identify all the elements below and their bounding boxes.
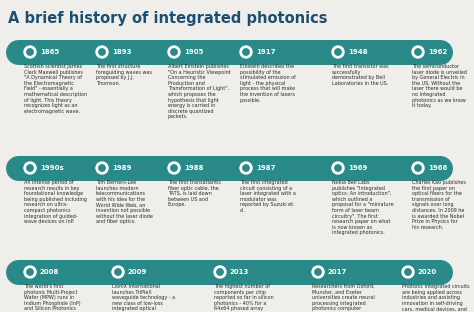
Circle shape [214,266,226,278]
Circle shape [240,46,252,58]
Text: 1948: 1948 [348,49,368,55]
Text: 1893: 1893 [112,49,131,55]
Circle shape [329,43,346,61]
Circle shape [21,43,38,61]
Text: 2017: 2017 [328,269,347,275]
Text: The first transistor was
successfully
demonstrated by Bell
Laboratories in the U: The first transistor was successfully de… [332,64,389,86]
Text: Nokia Bell Labs
publishes "Integrated
optics: An introduction",
which outlined a: Nokia Bell Labs publishes "Integrated op… [332,180,393,235]
Text: 1990s: 1990s [40,165,64,171]
Circle shape [315,269,321,275]
Circle shape [237,159,255,177]
Text: 1962: 1962 [428,49,447,55]
Circle shape [410,159,427,177]
Circle shape [24,46,36,58]
Text: The first structure
foreguiding waves was
proposed by J.J.
Thomson.: The first structure foreguiding waves wa… [96,64,152,86]
Text: Albert Einstein publishes
"On a Heuristic Viewpoint
Concerning the
Production an: Albert Einstein publishes "On a Heuristi… [168,64,231,119]
Text: 1917: 1917 [256,49,275,55]
Text: 2008: 2008 [40,269,59,275]
Text: 1969: 1969 [348,165,367,171]
Circle shape [27,269,33,275]
Text: LioniX International
launches TriPleX
waveguide technology - a
new class of low-: LioniX International launches TriPleX wa… [112,284,175,312]
Circle shape [400,264,417,280]
Text: 1989: 1989 [112,165,131,171]
Text: 2009: 2009 [128,269,147,275]
Text: The first integrated
circuit consisting of a
laser integrated with a
modulator w: The first integrated circuit consisting … [240,180,296,213]
Circle shape [115,269,121,275]
Circle shape [165,43,182,61]
Text: The first transatlantic
fiber optic cable, the
TATS, is laid down
between US and: The first transatlantic fiber optic cabl… [168,180,221,207]
Circle shape [217,269,223,275]
Circle shape [99,165,105,171]
Circle shape [24,162,36,174]
Text: 1966: 1966 [428,165,447,171]
Circle shape [27,165,33,171]
Circle shape [93,159,110,177]
Circle shape [243,49,249,55]
Circle shape [237,43,255,61]
Text: 1988: 1988 [184,165,203,171]
Text: Charles Kao publishes
the first paper on
optical fibers for the
transmission of
: Charles Kao publishes the first paper on… [412,180,466,230]
Circle shape [24,266,36,278]
Circle shape [243,165,249,171]
Text: Photonic integrated circuits
are being applied across
industries and assisting
i: Photonic integrated circuits are being a… [402,284,470,312]
Circle shape [93,43,110,61]
Text: An intense period of
research results in key
foundational knowledge
being publis: An intense period of research results in… [24,180,87,224]
Text: Scottish scientist James
Clerk Maxwell publishes
"A Dynamical Theory of
the Elec: Scottish scientist James Clerk Maxwell p… [24,64,87,114]
Circle shape [168,46,180,58]
Circle shape [402,266,414,278]
Circle shape [99,49,105,55]
Text: Einstein describes the
possibility of the
stimulated emission of
light - the phy: Einstein describes the possibility of th… [240,64,296,103]
Circle shape [211,264,228,280]
Circle shape [332,46,344,58]
Circle shape [410,43,427,61]
Circle shape [109,264,127,280]
Circle shape [171,49,177,55]
Circle shape [96,162,108,174]
Circle shape [21,159,38,177]
Text: 2013: 2013 [230,269,249,275]
Circle shape [415,49,421,55]
Circle shape [412,46,424,58]
Circle shape [310,264,327,280]
Text: 1905: 1905 [184,49,203,55]
Circle shape [335,165,341,171]
Text: Tim Berners-Lee
launches modern
telecommunications
with his idea for the
World W: Tim Berners-Lee launches modern telecomm… [96,180,153,224]
Circle shape [329,159,346,177]
Circle shape [415,165,421,171]
Circle shape [171,165,177,171]
Text: 2020: 2020 [418,269,437,275]
Text: 1987: 1987 [256,165,275,171]
Circle shape [335,49,341,55]
Text: The world's first
photonic Multi-Project
Wafer (MPW) runs in
Indium Phosphide (I: The world's first photonic Multi-Project… [24,284,81,312]
Circle shape [21,264,38,280]
Text: The highest number of
components per chip
reported so far in silicon
photonics -: The highest number of components per chi… [214,284,273,312]
Circle shape [240,162,252,174]
Circle shape [96,46,108,58]
Circle shape [332,162,344,174]
Circle shape [112,266,124,278]
Circle shape [27,49,33,55]
Circle shape [312,266,324,278]
Circle shape [405,269,411,275]
Circle shape [168,162,180,174]
Text: Researchers from Oxford,
Munster, and Exeter
universities create neural
processi: Researchers from Oxford, Munster, and Ex… [312,284,375,312]
Text: The semiconductor
laser diode is unveiled
by General Electric in
the US. Without: The semiconductor laser diode is unveile… [412,64,467,108]
Text: A brief history of integrated photonics: A brief history of integrated photonics [8,11,328,26]
Circle shape [412,162,424,174]
Text: 1865: 1865 [40,49,59,55]
Circle shape [165,159,182,177]
